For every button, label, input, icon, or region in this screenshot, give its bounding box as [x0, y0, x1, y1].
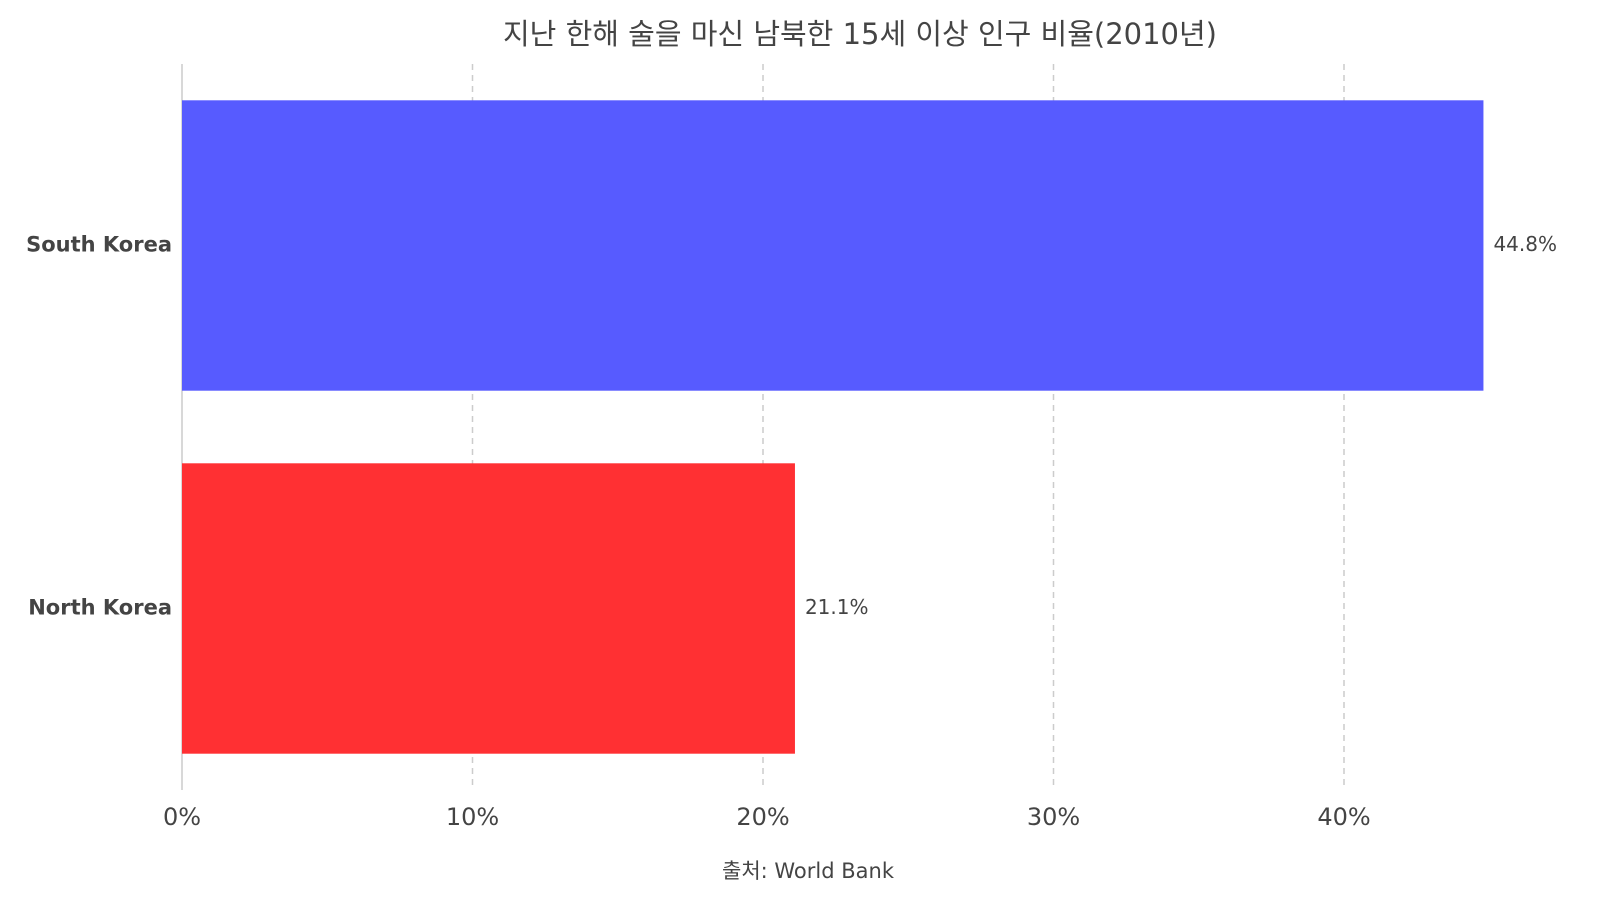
bar [182, 100, 1484, 391]
x-tick-label: 40% [1317, 803, 1370, 831]
source-note: 출처: World Bank [722, 859, 895, 883]
y-tick-label: North Korea [28, 596, 172, 620]
value-label: 44.8% [1493, 232, 1557, 256]
chart-title: 지난 한해 술을 마신 남북한 15세 이상 인구 비율(2010년) [503, 17, 1217, 51]
x-tick-label: 30% [1027, 803, 1080, 831]
x-tick-label: 20% [736, 803, 789, 831]
x-tick-label: 0% [163, 803, 201, 831]
value-label: 21.1% [805, 595, 869, 619]
x-tick-label: 10% [446, 803, 499, 831]
bar [182, 463, 795, 754]
y-tick-label: South Korea [26, 233, 172, 257]
